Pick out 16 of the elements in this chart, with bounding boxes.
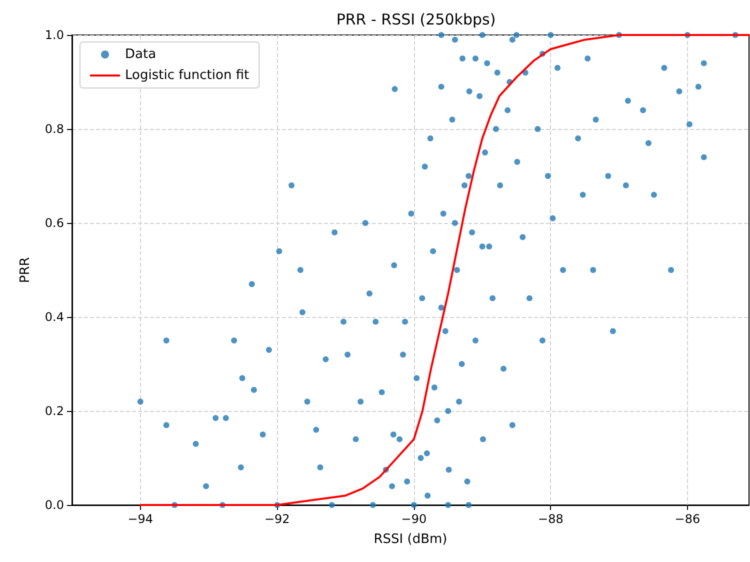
y-tick-label: 0.6 xyxy=(44,216,64,230)
y-axis-title: PRR xyxy=(18,257,33,283)
legend-label: Logistic function fit xyxy=(125,68,250,83)
x-axis-title: RSSI (dBm) xyxy=(374,532,448,547)
x-tick-label: −90 xyxy=(401,512,427,526)
y-tick-label: 0.4 xyxy=(44,310,64,324)
y-tick-label: 0.2 xyxy=(44,404,64,418)
y-tick-label: 0.8 xyxy=(44,122,64,136)
y-tick-label: 1.0 xyxy=(44,28,64,42)
y-tick-label: 0.0 xyxy=(44,498,64,512)
chart-title: PRR - RSSI (250kbps) xyxy=(336,10,496,28)
x-tick-label: −88 xyxy=(538,512,564,526)
x-tick-label: −92 xyxy=(264,512,290,526)
x-tick-label: −86 xyxy=(674,512,700,526)
legend-label: Data xyxy=(125,47,156,62)
x-tick-label: −94 xyxy=(128,512,154,526)
